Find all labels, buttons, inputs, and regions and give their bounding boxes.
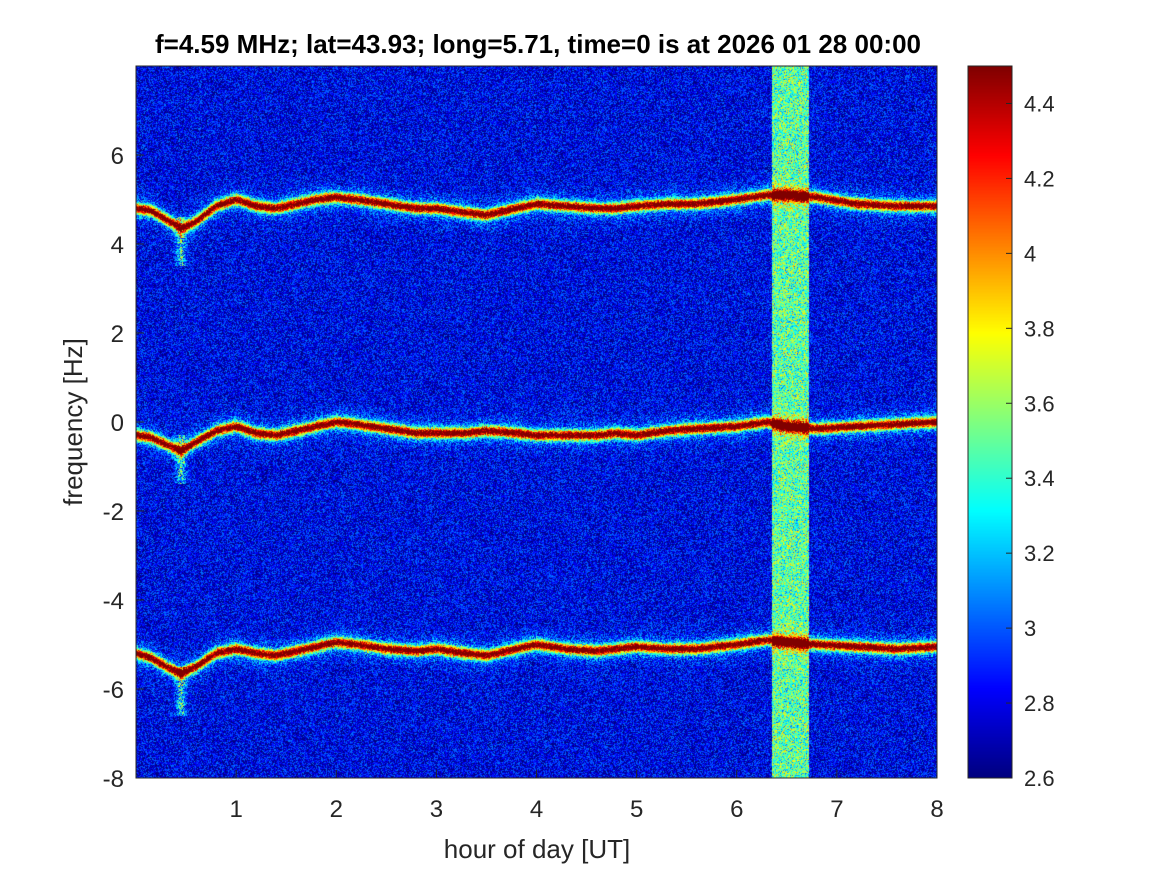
colorbar-tick-label: 4.4 <box>1024 91 1055 116</box>
y-tick-label: 0 <box>111 410 124 437</box>
colorbar-tick-label: 3.6 <box>1024 391 1055 416</box>
colorbar-tick-label: 3.4 <box>1024 466 1055 491</box>
x-tick-label: 8 <box>930 796 943 823</box>
colorbar-tick-label: 2.8 <box>1024 691 1055 716</box>
x-tick-label: 3 <box>430 796 443 823</box>
x-axis-ticks: 1 2 3 4 5 6 7 8 <box>229 770 944 823</box>
x-axis-label: hour of day [UT] <box>444 834 630 864</box>
y-tick-label: -2 <box>103 499 124 526</box>
heatmap-image <box>136 66 937 778</box>
x-tick-label: 1 <box>229 796 242 823</box>
y-tick-label: -4 <box>103 588 124 615</box>
y-tick-label: 6 <box>111 143 124 170</box>
chart-title: f=4.59 MHz; lat=43.93; long=5.71, time=0… <box>155 29 921 59</box>
colorbar: 2.6 2.8 3 3.2 3.4 3.6 3.8 4 4.2 4.4 <box>967 65 1055 791</box>
plot-area <box>135 65 938 779</box>
x-tick-label: 2 <box>330 796 343 823</box>
colorbar-tick-label: 4 <box>1024 241 1036 266</box>
x-tick-label: 4 <box>530 796 543 823</box>
colorbar-tick-label: 3.2 <box>1024 541 1055 566</box>
y-axis-ticks: -8 -6 -4 -2 0 2 4 6 <box>103 143 144 793</box>
x-tick-label: 7 <box>830 796 843 823</box>
y-tick-label: 4 <box>111 232 124 259</box>
x-tick-label: 5 <box>630 796 643 823</box>
colorbar-tick-label: 4.2 <box>1024 166 1055 191</box>
colorbar-tick-label: 3 <box>1024 616 1036 641</box>
colorbar-tick-label: 3.8 <box>1024 316 1055 341</box>
colorbar-ticks: 2.6 2.8 3 3.2 3.4 3.6 3.8 4 4.2 4.4 <box>1006 91 1055 791</box>
colorbar-gradient <box>968 66 1012 778</box>
colorbar-tick-label: 2.6 <box>1024 766 1055 791</box>
y-tick-label: -8 <box>103 766 124 793</box>
y-tick-label: -6 <box>103 677 124 704</box>
y-axis-label: frequency [Hz] <box>58 338 88 506</box>
x-tick-label: 6 <box>730 796 743 823</box>
y-tick-label: 2 <box>111 321 124 348</box>
colorbar-frame <box>967 65 1013 779</box>
